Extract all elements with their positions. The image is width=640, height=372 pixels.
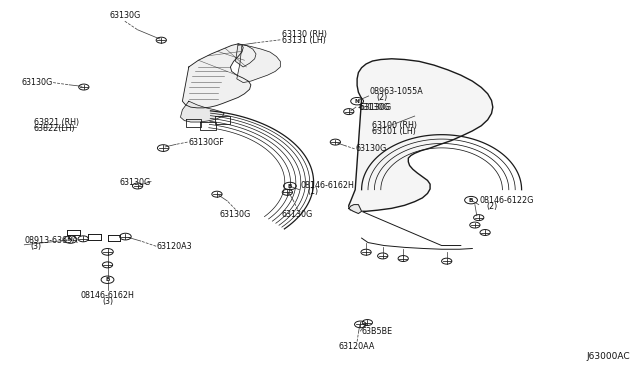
Text: 63130 (RH): 63130 (RH) [282,30,326,39]
Text: (3): (3) [102,297,113,306]
Text: 63130G: 63130G [21,78,52,87]
Text: N: N [68,237,73,242]
Polygon shape [237,45,280,83]
Text: 63130G: 63130G [220,210,251,219]
Text: J63000AC: J63000AC [587,352,630,361]
Text: 63130G: 63130G [109,12,140,20]
Text: N: N [355,99,360,104]
Text: 63821 (RH): 63821 (RH) [34,118,79,127]
Polygon shape [236,44,256,67]
Text: 63101 (LH): 63101 (LH) [372,127,417,136]
Text: 08146-6162H: 08146-6162H [301,182,355,190]
Text: (1): (1) [307,187,318,196]
Polygon shape [349,59,493,211]
Text: B: B [288,183,292,189]
Text: 63131 (LH): 63131 (LH) [282,36,326,45]
Text: -63130G: -63130G [357,103,391,112]
Text: 63120A3: 63120A3 [157,242,193,251]
Text: 63130GF: 63130GF [189,138,225,147]
Text: 08146-6162H: 08146-6162H [81,291,134,300]
Polygon shape [349,205,362,214]
Text: 63100 (RH): 63100 (RH) [372,121,417,130]
Text: (2): (2) [376,93,388,102]
Text: 63130G: 63130G [355,144,387,153]
Text: 63130G: 63130G [358,103,390,112]
Text: B: B [106,277,109,282]
Text: 63130G: 63130G [282,210,313,219]
Polygon shape [182,44,251,108]
Text: 08146-6122G: 08146-6122G [480,196,534,205]
Text: 63B5BE: 63B5BE [362,327,393,336]
Text: 63120AA: 63120AA [339,342,375,351]
Text: 08963-1055A: 08963-1055A [370,87,424,96]
Polygon shape [180,101,224,122]
Text: 08913-6365A: 08913-6365A [24,236,78,245]
Text: (2): (2) [486,202,498,211]
Text: 63130G: 63130G [119,178,150,187]
Text: B: B [469,198,473,203]
Text: (3): (3) [31,242,42,251]
Text: 63822(LH): 63822(LH) [34,124,76,133]
